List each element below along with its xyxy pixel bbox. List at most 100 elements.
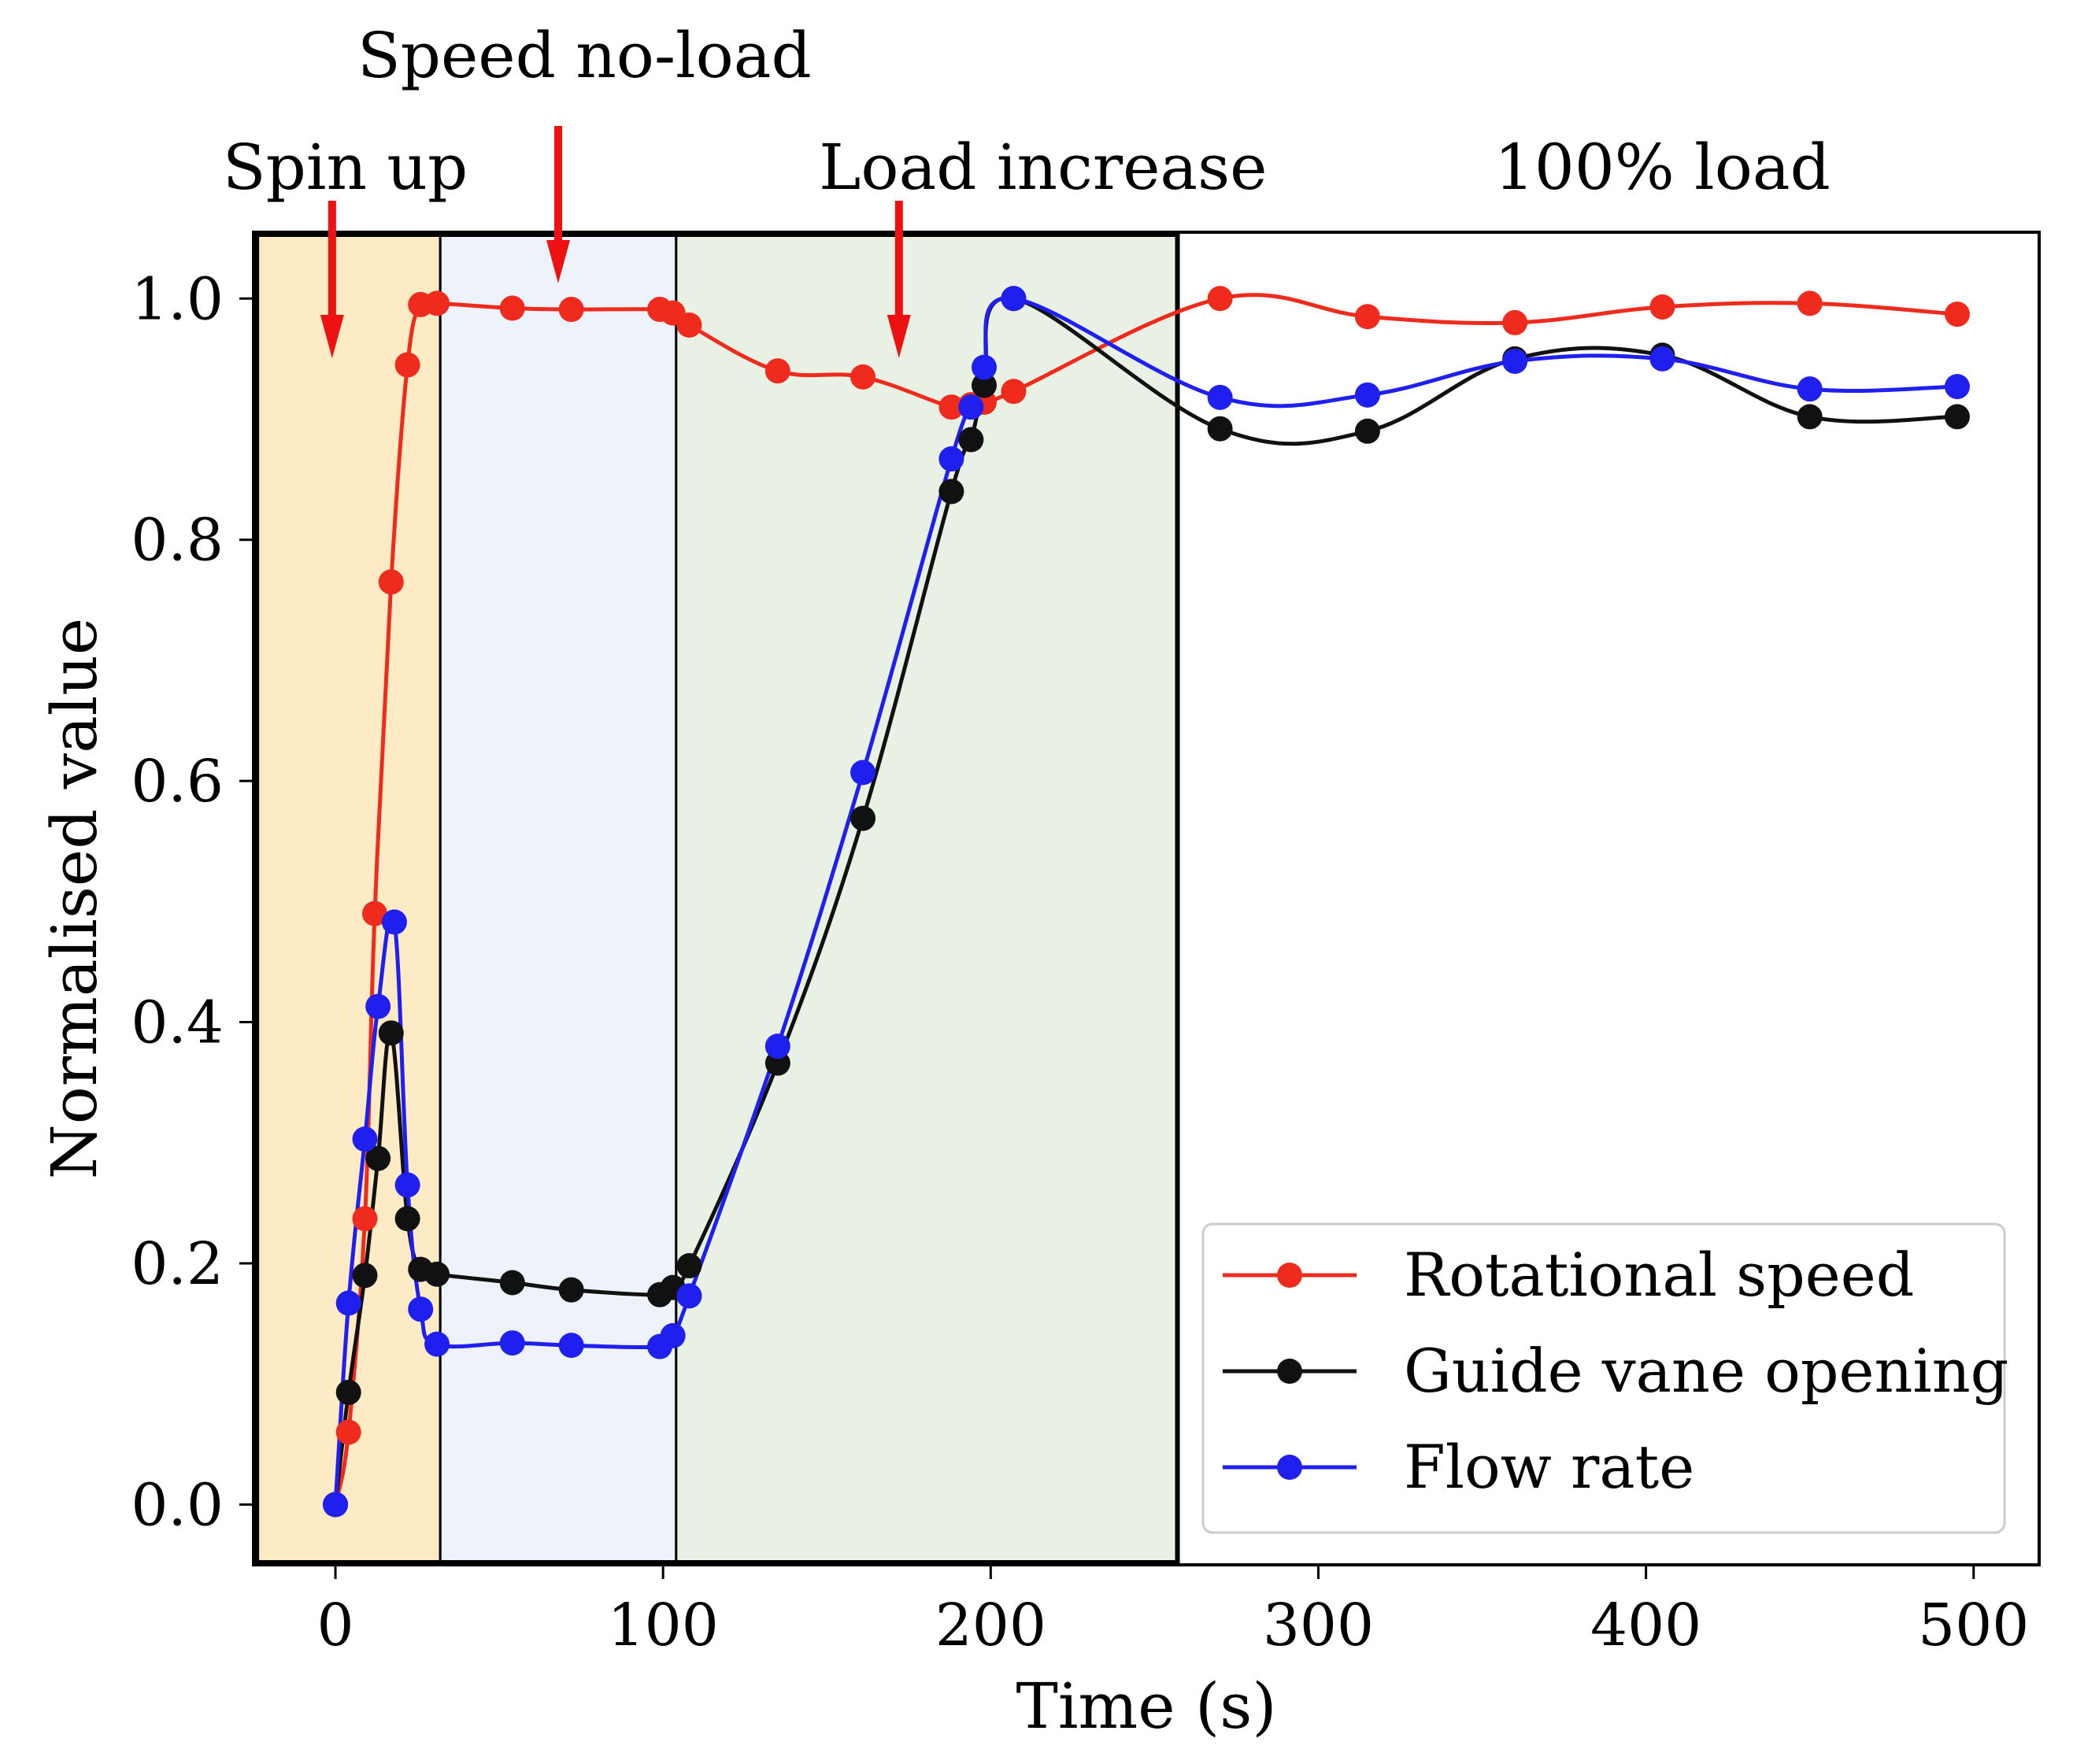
- data-point-rotational-speed: [352, 1206, 378, 1232]
- legend-entry-flow-rate: Flow rate: [1223, 1432, 1694, 1502]
- y-tick-label: 0.8: [131, 507, 224, 575]
- legend-entry-rotational-speed: Rotational speed: [1223, 1240, 1914, 1310]
- data-point-guide-vane-opening: [1944, 404, 1970, 430]
- data-point-flow-rate: [558, 1333, 584, 1359]
- x-tick-label: 400: [1590, 1592, 1701, 1659]
- data-point-flow-rate: [1001, 286, 1027, 312]
- data-point-rotational-speed: [938, 394, 964, 420]
- x-axis: 0 100 200 300 400 500: [317, 1565, 2029, 1659]
- data-point-flow-rate: [1649, 346, 1675, 372]
- data-point-rotational-speed: [764, 358, 790, 384]
- data-point-guide-vane-opening: [335, 1379, 361, 1405]
- x-tick-label: 100: [608, 1592, 719, 1659]
- data-point-guide-vane-opening: [972, 372, 998, 398]
- data-point-flow-rate: [1797, 376, 1823, 402]
- data-point-rotational-speed: [361, 900, 387, 926]
- data-point-guide-vane-opening: [1207, 416, 1233, 442]
- phase-band-spin-up: [255, 231, 442, 1566]
- data-point-flow-rate: [1944, 374, 1970, 400]
- data-point-flow-rate: [381, 909, 407, 935]
- data-point-guide-vane-opening: [394, 1206, 420, 1232]
- data-point-guide-vane-opening: [378, 1020, 404, 1046]
- x-axis-title: Time (s): [1016, 1670, 1276, 1743]
- data-point-guide-vane-opening: [1354, 418, 1380, 444]
- legend-marker: [1277, 1359, 1302, 1384]
- data-point-rotational-speed: [1797, 290, 1823, 316]
- arrow-speed-no-load: [546, 126, 571, 283]
- legend-entry-guide-vane-opening: Guide vane opening: [1223, 1336, 2008, 1406]
- legend-box: [1201, 1222, 2006, 1534]
- data-point-flow-rate: [676, 1283, 702, 1309]
- series-markers: [323, 286, 1970, 1518]
- arrow-spin-up: [320, 201, 344, 358]
- y-tick-label: 1.0: [131, 265, 224, 333]
- y-axis-title: Normalised value: [38, 618, 111, 1180]
- data-point-rotational-speed: [1502, 309, 1528, 335]
- y-tick-label: 0.4: [131, 989, 224, 1057]
- data-point-rotational-speed: [378, 569, 404, 595]
- data-point-guide-vane-opening: [558, 1277, 584, 1303]
- data-point-rotational-speed: [424, 290, 450, 316]
- legend-marker: [1277, 1455, 1302, 1480]
- data-point-flow-rate: [323, 1492, 349, 1518]
- data-point-flow-rate: [1207, 384, 1233, 410]
- data-point-flow-rate: [938, 446, 964, 472]
- data-point-flow-rate: [424, 1331, 450, 1357]
- data-point-rotational-speed: [1207, 286, 1233, 312]
- phase-label-speed-no-load: Speed no-load: [357, 19, 812, 92]
- data-point-rotational-speed: [850, 364, 876, 390]
- legend-label: Guide vane opening: [1404, 1336, 2008, 1406]
- data-point-guide-vane-opening: [352, 1263, 378, 1289]
- phase-label-load-increase: Load increase: [819, 131, 1267, 204]
- data-point-flow-rate: [499, 1330, 525, 1356]
- y-tick-label: 0.6: [131, 748, 224, 815]
- data-point-rotational-speed: [1944, 301, 1970, 327]
- phase-region-border: [254, 232, 1180, 1565]
- data-point-guide-vane-opening: [424, 1261, 450, 1287]
- data-point-rotational-speed: [335, 1419, 361, 1445]
- data-point-rotational-speed: [394, 352, 420, 378]
- phase-bands: [254, 231, 1180, 1566]
- data-point-flow-rate: [394, 1172, 420, 1198]
- data-point-guide-vane-opening: [850, 805, 876, 831]
- data-point-flow-rate: [408, 1296, 434, 1322]
- x-tick-label: 300: [1263, 1592, 1374, 1659]
- phase-band-load-increase: [675, 231, 1179, 1566]
- data-point-flow-rate: [972, 354, 998, 380]
- data-point-guide-vane-opening: [365, 1145, 391, 1171]
- legend-label: Rotational speed: [1404, 1240, 1914, 1310]
- data-point-rotational-speed: [676, 312, 702, 338]
- legend-label: Flow rate: [1404, 1432, 1694, 1502]
- data-point-rotational-speed: [558, 297, 584, 323]
- data-point-rotational-speed: [1001, 379, 1027, 405]
- y-tick-label: 0.0: [131, 1471, 224, 1539]
- data-point-guide-vane-opening: [958, 427, 984, 453]
- data-point-flow-rate: [850, 760, 876, 786]
- data-point-flow-rate: [660, 1322, 686, 1348]
- data-point-guide-vane-opening: [499, 1270, 525, 1296]
- legend-marker: [1277, 1263, 1302, 1288]
- data-point-rotational-speed: [499, 295, 525, 321]
- data-point-flow-rate: [335, 1290, 361, 1316]
- x-tick-label: 500: [1918, 1592, 2029, 1659]
- data-point-flow-rate: [1502, 348, 1528, 374]
- data-point-flow-rate: [352, 1126, 378, 1152]
- phase-label-full-load: 100% load: [1494, 131, 1831, 204]
- data-point-rotational-speed: [1354, 304, 1380, 330]
- data-point-flow-rate: [764, 1034, 790, 1060]
- y-tick-label: 0.2: [131, 1230, 224, 1298]
- x-tick-label: 200: [935, 1592, 1046, 1659]
- data-point-flow-rate: [958, 394, 984, 420]
- data-point-guide-vane-opening: [1797, 404, 1823, 430]
- data-point-guide-vane-opening: [676, 1253, 702, 1279]
- y-axis: 0.0 0.2 0.4 0.6 0.8 1.0: [131, 265, 254, 1539]
- phase-label-spin-up: Spin up: [223, 131, 468, 204]
- data-point-rotational-speed: [1649, 294, 1675, 320]
- plot-frame: [252, 231, 2041, 1566]
- phase-band-speed-no-load: [439, 231, 678, 1566]
- data-point-flow-rate: [1354, 382, 1380, 408]
- arrow-load-increase: [887, 201, 911, 358]
- legend: Rotational speed Guide vane opening Flow r…: [1201, 1222, 2008, 1534]
